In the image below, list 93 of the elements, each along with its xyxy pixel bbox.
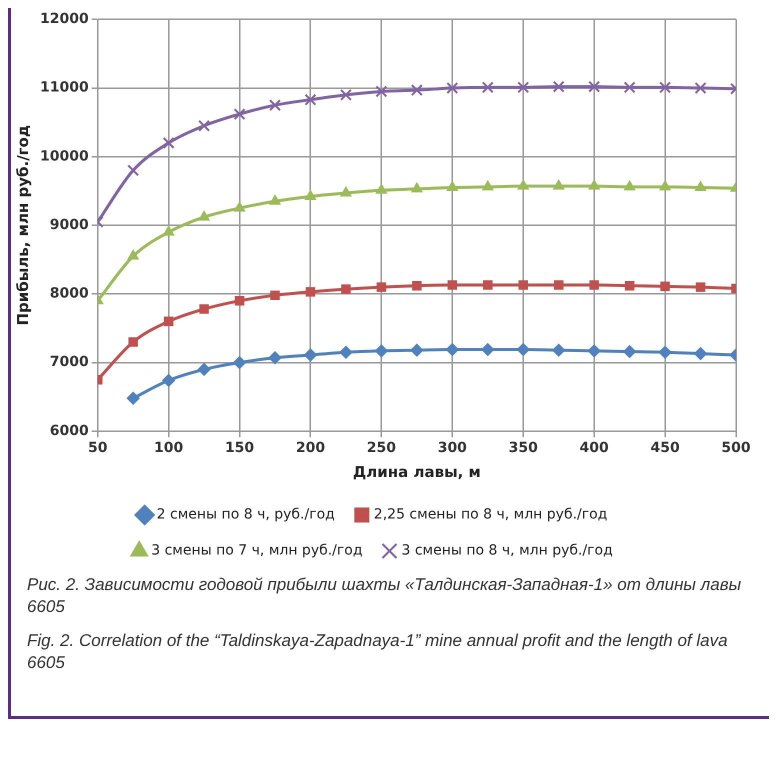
point — [269, 194, 281, 205]
point — [127, 164, 140, 176]
point — [306, 287, 316, 297]
point — [199, 304, 209, 314]
point — [234, 296, 244, 306]
point — [448, 280, 458, 290]
point — [304, 348, 317, 362]
point — [376, 184, 388, 194]
point — [126, 392, 140, 405]
point — [482, 81, 494, 94]
point — [304, 190, 316, 200]
point — [341, 284, 351, 294]
point — [234, 108, 246, 120]
point — [270, 290, 280, 300]
x-tick-label: 50 — [88, 440, 108, 456]
point — [552, 80, 565, 93]
point — [339, 346, 352, 359]
point — [553, 180, 564, 190]
point — [696, 282, 706, 292]
point — [269, 99, 281, 112]
x-tick-label: 350 — [508, 440, 538, 456]
x-tick-label: 300 — [438, 440, 468, 456]
point — [374, 344, 388, 358]
point — [340, 186, 352, 197]
y-axis-title: Прибыль, млн руб./год — [14, 125, 32, 326]
point — [660, 282, 670, 292]
point — [162, 374, 176, 387]
point — [518, 180, 529, 190]
point — [694, 181, 706, 192]
legend-label: 3 смены по 8 ч, млн руб./год — [402, 542, 613, 559]
x-tick-label: 400 — [580, 440, 610, 456]
point — [554, 280, 564, 290]
x-tick-label: 250 — [366, 440, 396, 456]
point — [694, 347, 708, 360]
point — [588, 180, 600, 190]
point — [624, 280, 634, 290]
point — [518, 280, 528, 290]
y-tick-label: 12000 — [40, 11, 89, 28]
y-tick-label: 10000 — [40, 148, 89, 164]
point — [162, 226, 174, 236]
point — [552, 344, 566, 357]
point — [164, 316, 174, 326]
point — [162, 136, 175, 149]
point — [128, 337, 138, 347]
point — [624, 81, 636, 94]
y-tick-label: 6000 — [50, 422, 89, 439]
point — [694, 82, 706, 94]
point — [659, 180, 671, 190]
point — [624, 180, 636, 190]
point — [589, 280, 599, 290]
point — [340, 88, 352, 101]
point — [412, 280, 422, 290]
x-tick-label: 500 — [721, 440, 751, 456]
x-axis-title: Длина лавы, м — [352, 462, 481, 481]
point — [304, 94, 316, 106]
text: Рис. 2. Зависимости годовой прибыли шахты «Талдинская-Западная-1» от длины лавы 6605 — [27, 574, 742, 618]
point — [446, 181, 458, 192]
point — [446, 82, 458, 94]
y-tick-label: 9000 — [50, 216, 89, 233]
legend-label: 3 смены по 7 ч, млн руб./год — [151, 542, 363, 559]
x-tick-label: 100 — [154, 440, 184, 456]
y-tick-label: 8000 — [50, 286, 89, 302]
point — [234, 202, 246, 212]
point — [375, 86, 388, 98]
point — [481, 343, 494, 356]
point — [659, 81, 672, 94]
legend-label: 2,25 смены по 8 ч, млн руб./год — [374, 506, 608, 523]
x-tick-label: 150 — [224, 440, 254, 456]
x-tick-label: 200 — [296, 440, 326, 456]
point — [233, 356, 246, 370]
point — [198, 120, 210, 132]
x-tick-label: 450 — [650, 440, 680, 456]
y-tick-label: 7000 — [50, 354, 89, 370]
point — [268, 351, 282, 364]
point — [623, 345, 636, 358]
caption: Fig. 2. Correlation of the “Taldinskaya-Zapadnaya-1” mine annual profit and the length of lava 6605 — [27, 630, 729, 674]
point — [376, 282, 386, 292]
point — [410, 344, 424, 357]
point — [588, 344, 601, 358]
legend-label: 2 смены по 8 ч, руб./год — [156, 506, 335, 523]
point — [517, 81, 530, 94]
point — [482, 180, 494, 190]
point — [411, 182, 423, 192]
point — [446, 343, 459, 356]
point — [658, 346, 672, 359]
point — [127, 250, 139, 260]
point — [410, 84, 423, 96]
point — [516, 343, 530, 356]
point — [588, 80, 600, 93]
point — [198, 362, 211, 376]
point — [483, 280, 493, 290]
point — [198, 210, 210, 221]
y-tick-label: 11000 — [40, 80, 89, 96]
